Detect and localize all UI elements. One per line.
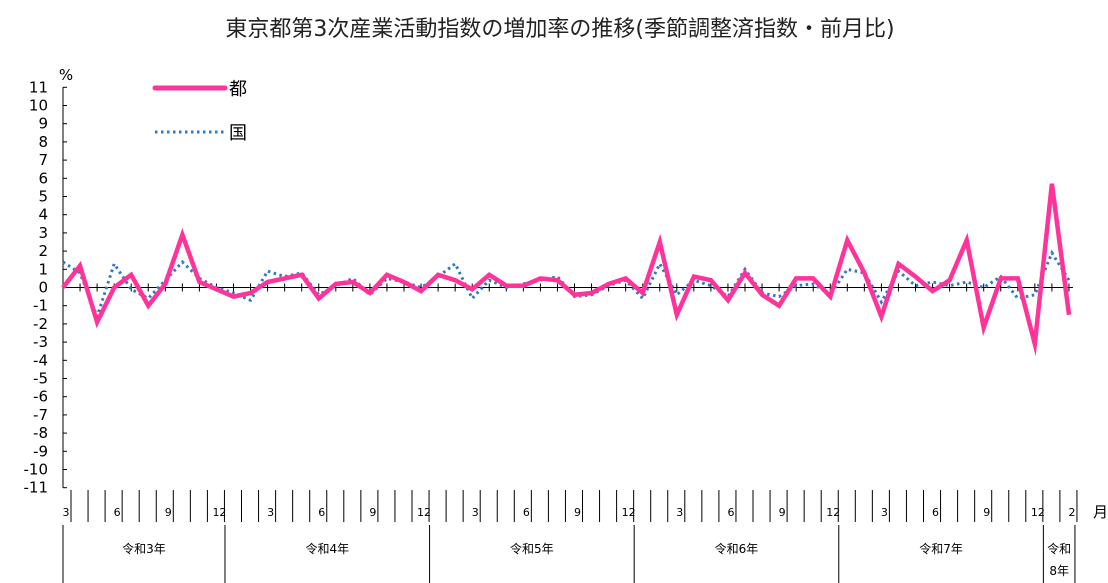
x-year-label: 令和4年 <box>305 541 349 556</box>
plot-area <box>61 183 1072 357</box>
y-tick-label: -6 <box>33 388 48 406</box>
x-axis: 3 6 9 12 3 6 9 12 3 6 9 12 3 6 9 12 3 6 9 12 2 令和3年 令和4年 令和5年 令和… <box>62 283 1078 583</box>
y-tick-label: -11 <box>24 479 49 497</box>
legend-national-label: 国 <box>229 123 247 144</box>
x-month-label: 9 <box>165 506 172 519</box>
x-month-label: 3 <box>63 506 70 519</box>
legend: 都 国 <box>152 79 247 144</box>
y-tick-label: 6 <box>38 169 48 187</box>
x-year-label: 令和 8年 <box>1047 541 1071 578</box>
y-tick-label: 10 <box>29 97 48 115</box>
y-tick-label: -2 <box>33 315 48 333</box>
y-tick-label: 5 <box>38 188 48 206</box>
x-month-label: 3 <box>472 506 479 519</box>
x-month-label: 12 <box>1031 506 1045 519</box>
x-year-label: 令和7年 <box>919 541 963 556</box>
y-tick-label: 0 <box>38 279 48 297</box>
y-tick-label: -7 <box>33 406 48 424</box>
y-tick-label: -4 <box>33 351 48 369</box>
y-tick-label: 1 <box>38 260 48 278</box>
x-month-label: 3 <box>676 506 683 519</box>
x-year-label: 令和6年 <box>715 541 759 556</box>
x-month-label: 2 <box>1068 506 1075 519</box>
x-month-label: 12 <box>826 506 840 519</box>
legend-tokyo-label: 都 <box>229 79 247 100</box>
x-month-label: 12 <box>212 506 226 519</box>
chart-title: 東京都第3次産業活動指数の増加率の推移(季節調整済指数・前月比) <box>225 17 894 42</box>
x-month-label: 12 <box>417 506 431 519</box>
y-tick-label: -3 <box>33 333 48 351</box>
x-month-label: 3 <box>881 506 888 519</box>
y-tick-label: 3 <box>38 224 48 242</box>
y-tick-label: 9 <box>38 115 48 133</box>
y-tick-label: 11 <box>29 78 48 96</box>
y-tick-label: -8 <box>33 424 48 442</box>
y-tick-label: 7 <box>38 151 48 169</box>
x-year-label: 令和3年 <box>122 541 166 556</box>
x-month-label: 9 <box>779 506 786 519</box>
y-tick-label: -1 <box>33 297 48 315</box>
y-unit-label: % <box>59 66 73 84</box>
y-tick-label: 2 <box>38 242 48 260</box>
series-tokyo-line <box>61 183 1072 357</box>
x-month-label: 6 <box>114 506 121 519</box>
y-tick-label: -10 <box>24 461 49 479</box>
y-tick-label: 8 <box>38 133 48 151</box>
x-month-label: 6 <box>727 506 734 519</box>
x-month-label: 3 <box>267 506 274 519</box>
x-month-label: 6 <box>932 506 939 519</box>
x-month-label: 9 <box>983 506 990 519</box>
x-month-label: 9 <box>369 506 376 519</box>
x-year-label: 令和5年 <box>510 541 554 556</box>
x-month-label: 12 <box>622 506 636 519</box>
y-tick-label: -5 <box>33 370 48 388</box>
x-month-label: 6 <box>318 506 325 519</box>
x-month-label: 9 <box>574 506 581 519</box>
y-tick-label: -9 <box>33 442 48 460</box>
x-month-label: 6 <box>523 506 530 519</box>
x-unit-label: 月 <box>1093 503 1108 521</box>
y-tick-label: 4 <box>38 206 48 224</box>
